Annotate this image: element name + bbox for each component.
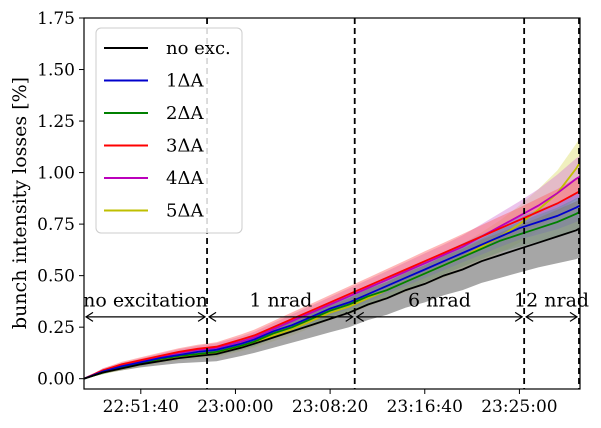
legend-label-5deltaa: 5ΔA [166, 201, 204, 222]
x-tick-label: 23:00:00 [197, 397, 273, 417]
plot-frame [83, 17, 581, 390]
arrow-head-left-1 [84, 311, 94, 322]
line-4deltaa [84, 175, 580, 380]
line-no-exc [84, 227, 580, 380]
x-tick-label: 23:25:00 [481, 397, 557, 417]
y-tick-label: 0.50 [37, 267, 75, 287]
legend-label-no-exc: no exc. [166, 38, 231, 59]
line-2deltaa [84, 210, 580, 380]
legend-label-3deltaa: 3ΔA [166, 136, 204, 157]
period-annotations: no excitation 1 nrad 6 nrad 12 nrad [83, 290, 589, 322]
y-tick-label: 1.50 [37, 61, 75, 81]
x-tick-label: 23:08:20 [292, 397, 368, 417]
y-tick-label: 0.25 [37, 318, 75, 338]
legend-label-1deltaa: 1ΔA [166, 71, 204, 92]
arrow-head-right-4 [569, 311, 579, 322]
arrow-head-left-3 [355, 311, 365, 322]
y-tick-label: 1.75 [37, 9, 75, 29]
annotation-label-2: 1 nrad [249, 290, 312, 312]
y-tick-label: 0.00 [37, 370, 75, 390]
series-lines [84, 161, 580, 380]
arrow-head-right-3 [514, 311, 524, 322]
arrow-head-left-4 [525, 311, 534, 322]
legend: no exc. 1ΔA 2ΔA 3ΔA 4ΔA 5ΔA [95, 27, 243, 234]
y-tick-label: 1.25 [37, 112, 75, 132]
legend-label-2deltaa: 2ΔA [166, 103, 204, 124]
annotation-label-3: 6 nrad [408, 290, 471, 312]
x-axis-ticks: 22:51:40 23:00:00 23:08:20 23:16:40 23:25:00 [103, 389, 558, 417]
line-3deltaa [84, 190, 580, 380]
legend-box [95, 27, 243, 234]
x-tick-label: 23:16:40 [387, 397, 463, 417]
line-1deltaa [84, 204, 580, 380]
x-tick-label: 22:51:40 [103, 397, 179, 417]
annotation-label-4: 12 nrad [514, 290, 589, 312]
y-axis-label: bunch intensity losses [%] [9, 77, 31, 329]
confidence-bands [84, 137, 580, 379]
legend-label-4deltaa: 4ΔA [166, 168, 204, 189]
arrow-head-right-1 [197, 311, 207, 322]
y-tick-label: 0.75 [37, 215, 75, 235]
annotation-label-1: no excitation [83, 290, 208, 312]
y-tick-label: 1.00 [37, 164, 75, 184]
line-5deltaa [84, 161, 580, 380]
y-axis-ticks: 0.00 0.25 0.50 0.75 1.00 1.25 1.50 1.75 [37, 9, 84, 390]
arrow-head-left-2 [207, 311, 217, 322]
arrow-head-right-2 [345, 311, 354, 322]
